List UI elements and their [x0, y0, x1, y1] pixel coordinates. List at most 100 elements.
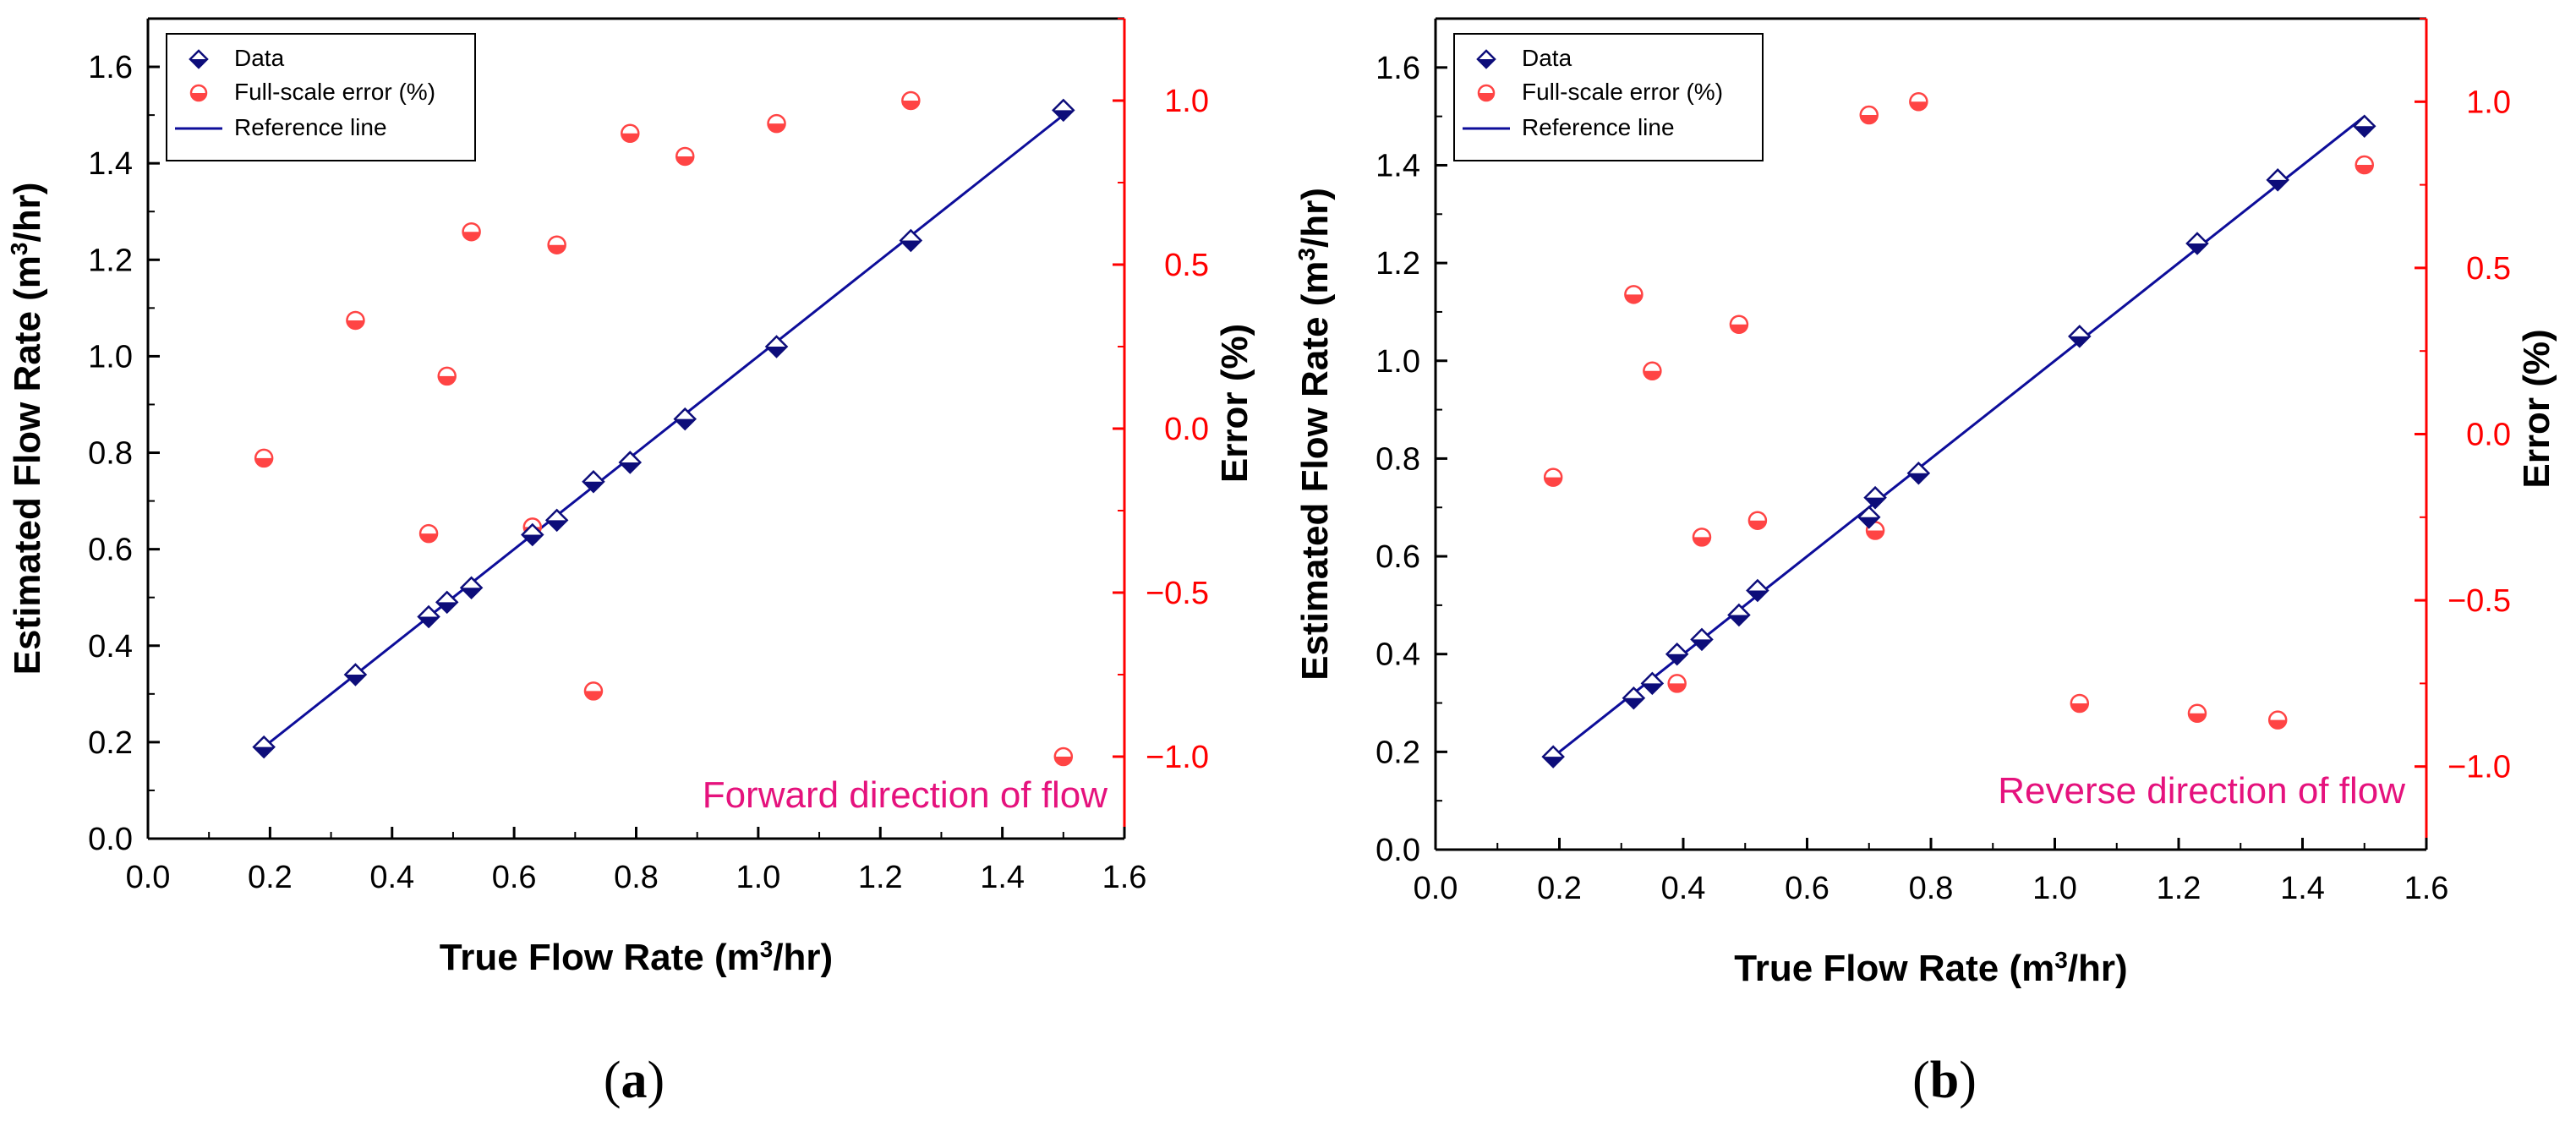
y-tick-label: 1.6	[88, 50, 133, 85]
legend-data-marker-fill	[190, 59, 207, 68]
x-tick-label: 1.6	[2404, 871, 2449, 906]
data-point-fill	[2267, 179, 2289, 190]
y2-tick-label: 0.5	[2466, 251, 2511, 287]
data-point-fill	[2069, 336, 2090, 347]
error-point-fill	[1545, 477, 1562, 486]
x-tick-label: 0.6	[492, 860, 537, 895]
x-tick-label: 0.2	[1537, 871, 1582, 906]
x-tick-label: 1.0	[736, 860, 780, 895]
y-tick-label: 1.0	[1376, 344, 1420, 380]
data-point-fill	[1623, 697, 1644, 708]
error-point-fill	[438, 375, 456, 385]
y-tick-label: 0.2	[1376, 735, 1420, 770]
y-tick-label: 0.8	[1376, 441, 1420, 477]
data-point-fill	[1543, 757, 1564, 768]
data-point-fill	[254, 746, 275, 757]
error-point-fill	[1054, 757, 1072, 765]
direction-annotation: Forward direction of flow	[703, 774, 1108, 816]
data-point-fill	[1666, 653, 1687, 664]
legend-box	[166, 33, 476, 161]
x-axis-title: True Flow Rate (m3/hr)	[1734, 947, 2127, 990]
y2-axis-title: Error (%)	[2516, 329, 2557, 488]
y2-tick-label: −0.5	[1146, 576, 1209, 611]
legend-label: Reference line	[234, 114, 387, 140]
data-point-fill	[1728, 615, 1749, 626]
y-tick-label: 1.2	[1376, 246, 1420, 282]
data-point-fill	[2354, 126, 2375, 137]
x-tick-label: 1.2	[858, 860, 903, 895]
panel-b: 0.0 0.2 0.4 0.6 0.8 1.0 1.2 1.4 1.6 0.0 0.2 0.4 0.6 0…	[1293, 17, 2557, 990]
y-tick-label: 1.0	[88, 339, 133, 375]
legend-label: Full-scale error (%)	[1522, 79, 1723, 105]
error-point-fill	[1910, 101, 1928, 111]
error-point-fill	[1730, 324, 1747, 333]
error-point-fill	[676, 156, 694, 165]
data-point-fill	[461, 588, 482, 599]
legend-label: Data	[234, 45, 285, 71]
y2-tick-label: 1.0	[1164, 84, 1209, 119]
legend-data-marker-fill	[1478, 59, 1495, 68]
y-tick-label: 1.4	[1376, 148, 1420, 183]
x-tick-label: 0.0	[1414, 871, 1458, 906]
error-point-fill	[2269, 719, 2287, 729]
data-point-fill	[418, 616, 440, 627]
y2-tick-label: 0.0	[2466, 418, 2511, 453]
data-point-fill	[345, 675, 366, 685]
data-point-fill	[1908, 473, 1929, 484]
y2-tick-label: −1.0	[2447, 750, 2511, 785]
y-tick-label: 0.8	[88, 436, 133, 472]
data-point-fill	[1747, 590, 1768, 601]
data-point-fill	[1691, 639, 1712, 650]
x-tick-label: 0.6	[1785, 871, 1829, 906]
y-tick-label: 0.6	[1376, 539, 1420, 575]
error-point-fill	[1748, 520, 1766, 529]
x-tick-label: 1.0	[2032, 871, 2077, 906]
y2-tick-label: 0.5	[1164, 248, 1209, 283]
x-tick-label: 0.4	[1661, 871, 1706, 906]
legend-label: Reference line	[1522, 114, 1675, 140]
reference-line	[263, 113, 1064, 748]
data-point-fill	[900, 240, 922, 251]
data-point-fill	[620, 462, 641, 473]
x-axis-title: True Flow Rate (m3/hr)	[440, 936, 833, 979]
y-tick-label: 1.2	[88, 243, 133, 278]
data-point-fill	[436, 602, 457, 613]
error-point-fill	[255, 457, 273, 467]
x-tick-label: 0.8	[614, 860, 659, 895]
legend-error-marker-fill	[191, 93, 206, 101]
error-point-fill	[584, 691, 602, 700]
data-point-fill	[1053, 110, 1074, 121]
error-point-fill	[621, 133, 639, 142]
y2-tick-label: −0.5	[2447, 583, 2511, 619]
error-point-fill	[462, 232, 480, 241]
error-point-fill	[902, 101, 920, 109]
error-point-fill	[2188, 713, 2206, 722]
data-point-fill	[1642, 683, 1663, 694]
x-tick-label: 0.8	[1909, 871, 1954, 906]
error-point-fill	[1625, 294, 1643, 303]
y-tick-label: 1.6	[1376, 51, 1420, 86]
x-tick-label: 1.4	[980, 860, 1025, 895]
direction-annotation: Reverse direction of flow	[1998, 770, 2405, 812]
legend-box	[1453, 33, 1764, 161]
data-point-fill	[675, 418, 696, 429]
error-point-fill	[1668, 683, 1686, 692]
error-point-fill	[1867, 530, 1884, 539]
x-tick-label: 1.6	[1102, 860, 1147, 895]
y2-tick-label: 1.0	[2466, 85, 2511, 120]
error-point-fill	[420, 533, 438, 543]
x-tick-label: 1.4	[2280, 871, 2325, 906]
x-tick-label: 0.0	[126, 860, 171, 895]
data-point-fill	[1865, 497, 1886, 508]
y-tick-label: 0.4	[88, 629, 133, 664]
error-point-fill	[1860, 115, 1878, 124]
data-point-fill	[546, 520, 567, 531]
legend-label: Data	[1522, 45, 1572, 71]
x-tick-label: 0.4	[369, 860, 414, 895]
caption-a: (a)	[604, 1052, 665, 1109]
y-tick-label: 0.2	[88, 725, 133, 761]
data-point-fill	[1858, 517, 1879, 528]
data-point-fill	[766, 347, 787, 357]
